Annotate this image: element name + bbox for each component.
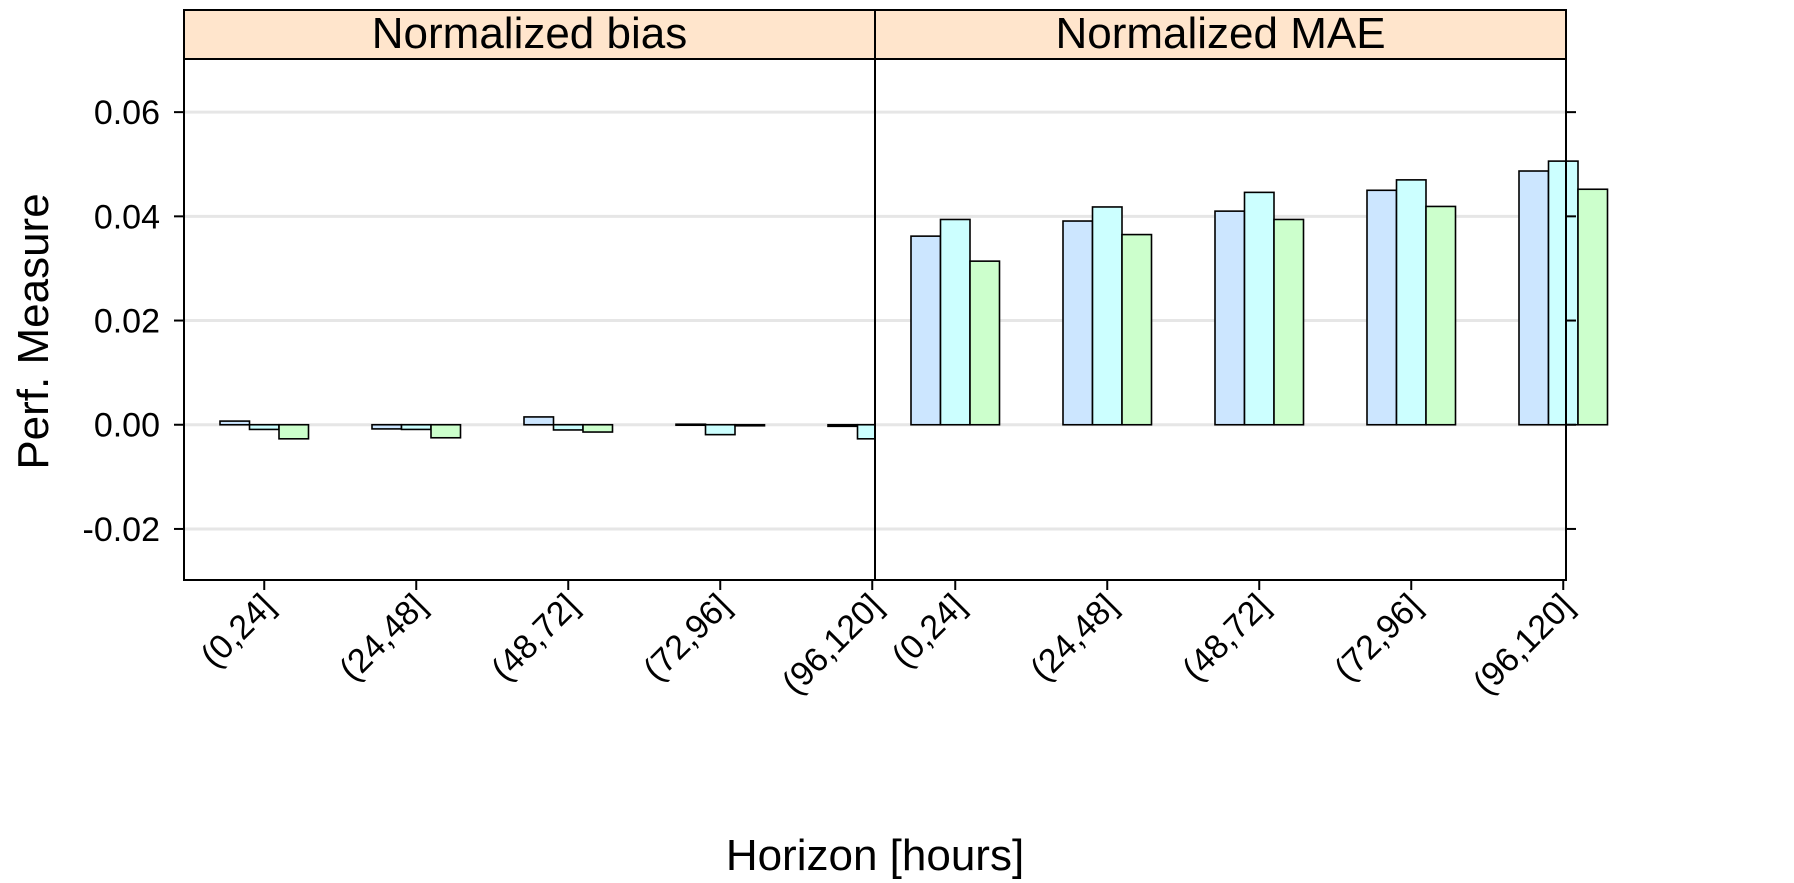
bar <box>675 423 707 427</box>
bar <box>1518 170 1550 426</box>
bar <box>1547 160 1579 426</box>
y-axis: -0.02 0.00 0.02 0.04 0.06 <box>83 94 1576 549</box>
bar <box>219 420 251 426</box>
bar <box>910 235 942 426</box>
x-tick-label: (96,120] <box>1466 587 1581 702</box>
y-tick-label: 0.06 <box>94 94 160 132</box>
panel-title: Normalized MAE <box>1055 9 1385 58</box>
bar <box>1214 210 1246 426</box>
bar <box>827 423 859 428</box>
strip-background <box>874 9 1567 60</box>
y-tick-label: 0.00 <box>94 407 160 445</box>
bar <box>582 423 614 433</box>
panel-border <box>874 58 1567 581</box>
bar <box>371 423 403 430</box>
bar <box>1062 220 1094 426</box>
y-axis-title: Perf. Measure <box>9 193 58 469</box>
bar <box>1121 233 1153 426</box>
panel-title: Normalized bias <box>372 9 687 58</box>
bar <box>969 260 1001 426</box>
bar <box>1425 205 1457 426</box>
bar <box>1577 188 1609 426</box>
bar <box>704 423 736 436</box>
x-tick-label: (0,24] <box>194 587 282 675</box>
bar <box>430 423 462 439</box>
x-tick-label: (48,72] <box>1175 587 1277 689</box>
x-tick-label: (24,48] <box>1023 587 1125 689</box>
x-tick-label: (0,24] <box>885 587 973 675</box>
bar <box>523 416 555 426</box>
bar <box>1395 179 1427 426</box>
panel-0: Normalized bias (0,24] (24,48] (48,72] (72,9… <box>183 9 918 702</box>
bar <box>1273 218 1305 426</box>
bar <box>278 423 310 440</box>
x-tick-label: (96,120] <box>775 587 890 702</box>
y-tick-label: -0.02 <box>83 511 161 549</box>
bar <box>734 423 766 427</box>
x-axis-title: Horizon [hours] <box>726 831 1024 880</box>
strip-background <box>183 9 876 60</box>
panel-1: Normalized MAE (0,24] (24,48] (48,72] (72,96… <box>874 9 1609 702</box>
x-tick-label: (72,96] <box>636 587 738 689</box>
x-tick-label: (48,72] <box>484 587 586 689</box>
bar <box>1366 189 1398 426</box>
x-tick-label: (24,48] <box>332 587 434 689</box>
bar <box>552 423 584 431</box>
y-tick-label: 0.02 <box>94 303 160 341</box>
x-tick-label: (72,96] <box>1327 587 1429 689</box>
bar <box>939 218 971 426</box>
y-tick-label: 0.04 <box>94 198 160 236</box>
bar <box>248 423 280 431</box>
bar <box>1243 191 1275 426</box>
bar <box>1091 206 1123 426</box>
bar <box>400 423 432 431</box>
